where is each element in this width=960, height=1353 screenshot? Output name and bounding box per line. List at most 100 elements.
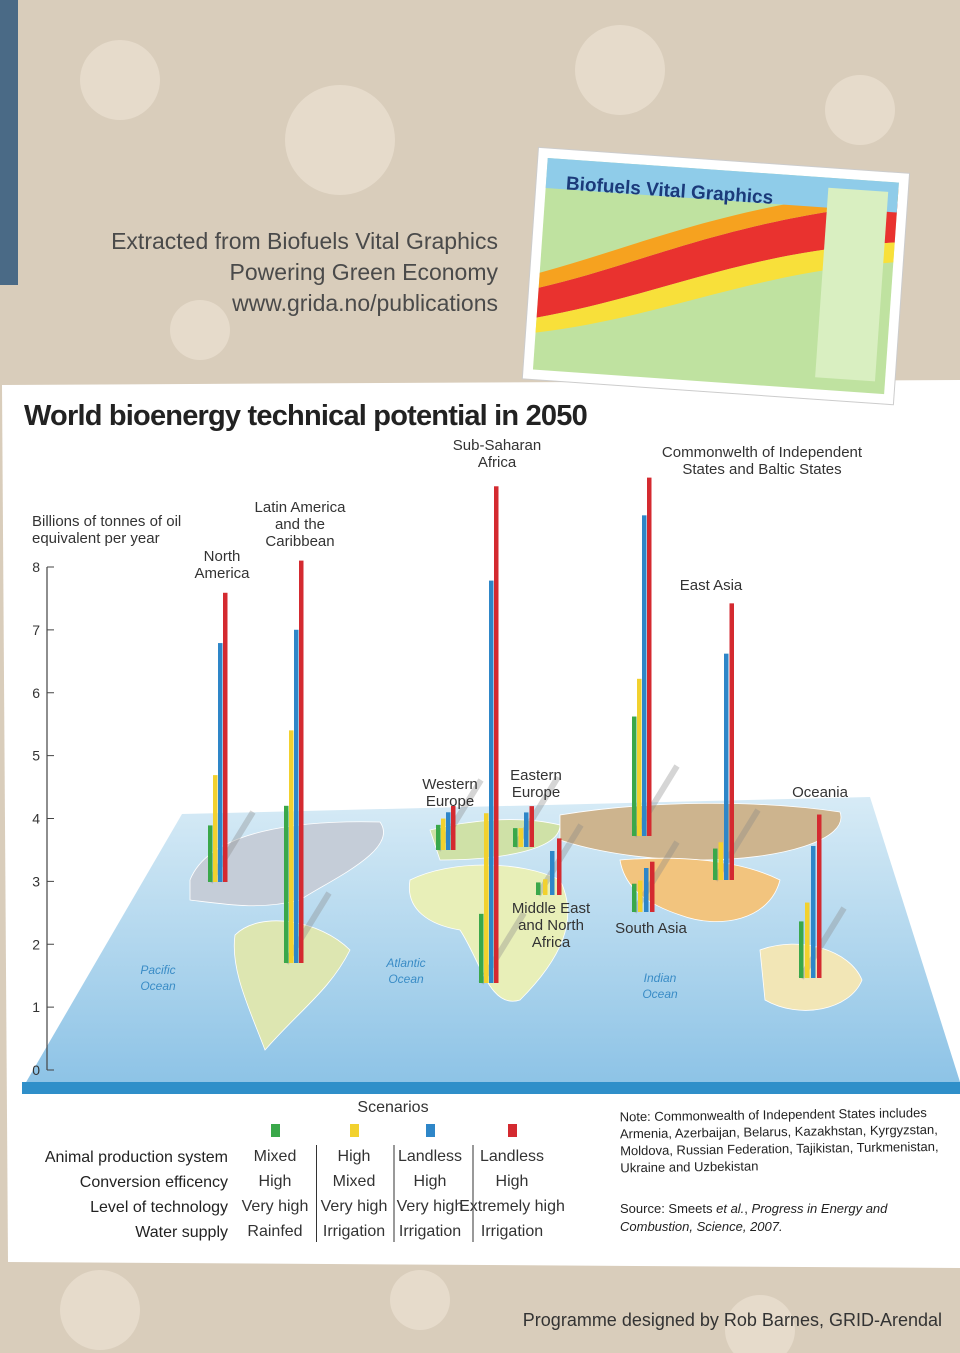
bar <box>208 825 213 882</box>
region-label: East Asia <box>679 577 743 594</box>
bar <box>799 921 804 978</box>
bar <box>543 879 548 895</box>
scenario-cell: Landless <box>397 1148 463 1165</box>
y-tick-label: 3 <box>32 873 40 889</box>
bar <box>638 880 643 912</box>
scenario-cell: Landless <box>479 1148 545 1165</box>
scenario-swatch <box>350 1124 359 1137</box>
bar <box>536 882 541 895</box>
region-label: Commonwelth of Independent States and Ba… <box>661 444 863 478</box>
source-journal: Progress in Energy and Combustion, Scien… <box>620 1201 888 1234</box>
scenario-cell: Irrigation <box>322 1223 386 1240</box>
bar <box>223 592 228 882</box>
scenario-swatch <box>271 1124 280 1137</box>
region-label: Oceania <box>792 784 848 801</box>
y-tick-label: 4 <box>32 811 40 827</box>
bar <box>805 902 810 978</box>
bar <box>713 848 718 880</box>
y-tick-label: 6 <box>32 685 40 701</box>
scenario-cell: Very high <box>396 1198 464 1215</box>
ocean-label: Indian Ocean <box>642 971 678 1001</box>
scenario-cell: Mixed <box>253 1148 297 1165</box>
y-tick-label: 8 <box>32 559 40 575</box>
chart-title: World bioenergy technical potential in 2… <box>24 400 588 432</box>
scenario-swatch <box>508 1124 517 1137</box>
header-line: www.grida.no/publications <box>232 290 498 316</box>
bar <box>213 775 218 882</box>
header-line: Powering Green Economy <box>229 259 498 285</box>
bar <box>513 828 518 847</box>
y-tick-label: 2 <box>32 936 40 952</box>
scenario-cell: Mixed <box>332 1173 376 1190</box>
bar <box>494 486 499 983</box>
bar <box>644 867 649 912</box>
scenario-cell: Extremely high <box>459 1198 565 1215</box>
footer: Programme designed by Rob Barnes, GRID-A… <box>522 1310 942 1330</box>
bar <box>817 814 822 978</box>
row-label: Conversion efficency <box>79 1174 228 1191</box>
note: Note: Commonwealth of Independent States… <box>619 1105 939 1176</box>
bar <box>289 730 294 963</box>
scenario-cell: High <box>337 1148 371 1165</box>
scenario-cell: Very high <box>320 1198 388 1215</box>
continents <box>189 802 863 1051</box>
y-tick-label: 0 <box>32 1062 40 1078</box>
region-label: Eastern Europe <box>510 767 562 801</box>
bar <box>718 842 723 880</box>
region-label: Latin America and the Caribbean <box>254 499 346 550</box>
photo-edge <box>0 0 18 285</box>
bar <box>529 806 534 847</box>
scenario-cell: High <box>258 1173 292 1190</box>
bar <box>632 716 637 836</box>
region-label: South Asia <box>615 920 687 937</box>
bar <box>489 580 494 983</box>
bar <box>479 913 484 983</box>
y-tick-label: 5 <box>32 748 40 764</box>
y-tick-label: 1 <box>32 999 40 1015</box>
bar <box>451 805 456 850</box>
source-etal: et al. <box>716 1201 745 1216</box>
bar <box>637 678 642 836</box>
background-spots <box>60 25 895 1353</box>
scenario-cell: High <box>413 1173 447 1190</box>
bar <box>484 813 489 983</box>
source: Source: Smeets et al., Progress in Energ… <box>620 1200 960 1236</box>
bar <box>550 850 555 895</box>
bar <box>299 560 304 963</box>
scenarios-title: Scenarios <box>357 1099 429 1116</box>
row-label: Animal production system <box>44 1149 228 1166</box>
map-base <box>22 1082 960 1094</box>
scenario-cell: Irrigation <box>398 1223 462 1240</box>
bar <box>446 812 451 850</box>
header-line: Extracted from Biofuels Vital Graphics <box>111 228 498 254</box>
bar <box>811 845 816 978</box>
y-axis-label: Billions of tonnes of oil equivalent per… <box>32 513 182 547</box>
region-label: Western Europe <box>422 776 478 810</box>
bar <box>650 861 655 912</box>
region-label: Sub-Saharan Africa <box>452 437 542 471</box>
ocean-label: Atlantic Ocean <box>386 956 426 986</box>
bar <box>557 838 562 895</box>
bar <box>632 883 637 912</box>
bar <box>724 653 729 880</box>
scenario-cell: Very high <box>241 1198 309 1215</box>
scenario-swatch <box>426 1124 435 1137</box>
bar <box>218 643 223 882</box>
bar <box>436 824 441 850</box>
bar <box>729 603 734 880</box>
bar <box>524 812 529 847</box>
bar <box>441 818 446 850</box>
cover: Biofuels Vital Graphics <box>521 146 911 406</box>
region-label: North America <box>194 548 250 582</box>
row-label: Water supply <box>135 1224 228 1241</box>
row-label: Level of technology <box>90 1199 228 1216</box>
bar <box>284 805 289 963</box>
scenario-cell: High <box>495 1173 529 1190</box>
region-label: Middle East and North Africa <box>511 900 591 951</box>
bar <box>294 629 299 963</box>
scenario-cell: Irrigation <box>480 1223 544 1240</box>
ocean-label: Pacific Ocean <box>140 963 176 993</box>
source-prefix: Source: Smeets <box>620 1201 717 1216</box>
